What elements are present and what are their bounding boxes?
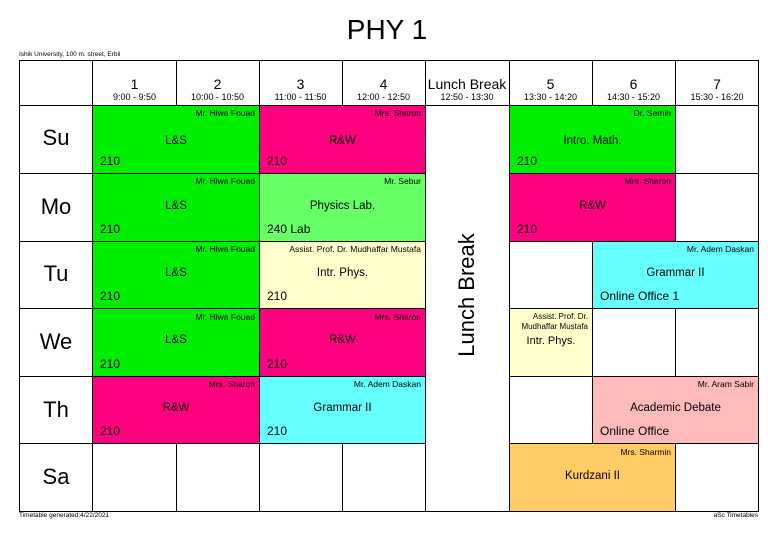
period-header: 5 13:30 - 14:20 (509, 76, 592, 103)
teacher-name: Mr. Sebur (384, 176, 421, 186)
period-time: 12:00 - 12:50 (356, 92, 411, 102)
lesson-cell[interactable]: Mr. Hiwa Fouad L&S 210 (93, 173, 259, 241)
lesson-cell[interactable]: Mr. Adem Daskan Grammar II 210 (260, 376, 425, 443)
generated-date: Timetable generated:4/22/2021 (19, 512, 110, 519)
lesson-cell[interactable]: Mr. Sebur Physics Lab. 240 Lab (260, 173, 425, 241)
period-header: Lunch Break 12:50 - 13:30 (425, 76, 509, 103)
period-number: 2 (213, 76, 222, 92)
period-time: 14:30 - 15:20 (606, 92, 661, 102)
teacher-name: Mr. Hiwa Fouad (195, 176, 255, 186)
period-number: 1 (130, 76, 139, 92)
teacher-name: Assist. Prof. Dr. Mudhaffar Mustafa (289, 244, 421, 254)
lesson-cell[interactable]: Mrs. Sharon R&W 210 (510, 173, 675, 241)
teacher-name: Mr. Aram Sabir (697, 379, 754, 389)
subject-name: L&S (165, 267, 187, 279)
lesson-cell[interactable]: Mrs. Sharon R&W 210 (260, 309, 425, 376)
period-number: Lunch Break (427, 76, 507, 92)
subject-name: L&S (165, 334, 187, 346)
room-name: Online Office (600, 424, 670, 438)
room-name: 210 (267, 357, 288, 371)
room-name: 210 (100, 222, 121, 236)
subject-name: Grammar II (646, 267, 705, 279)
teacher-name: Mr. Adem Daskan (353, 379, 421, 389)
day-label: Mo (40, 194, 72, 219)
teacher-name: Mr. Hiwa Fouad (195, 108, 255, 118)
room-name: 210 (100, 424, 121, 438)
period-time: 13:30 - 14:20 (523, 92, 578, 102)
room-name: 210 (517, 154, 538, 168)
subject-name: Grammar II (313, 402, 372, 414)
lesson-cell[interactable]: Mr. Hiwa Fouad L&S 210 (93, 105, 259, 173)
period-header: 4 12:00 - 12:50 (342, 76, 425, 103)
subject-name: L&S (165, 200, 187, 212)
lesson-cell[interactable]: Mr. Hiwa Fouad L&S 210 (93, 309, 259, 376)
room-name: 240 Lab (267, 222, 311, 236)
lunch-break-text: Lunch Break (454, 233, 479, 357)
period-time: 10:00 - 10:50 (190, 92, 245, 102)
day-label: Sa (42, 464, 70, 489)
lesson-cell[interactable]: Dr. Semih Intro. Math. 210 (510, 105, 675, 173)
period-time: 9:00 - 9:50 (112, 92, 157, 102)
period-time: 12:50 - 13:30 (440, 92, 494, 102)
teacher-name: Mrs. Sharmin (620, 447, 671, 457)
teacher-name: Mrs. Sharon (374, 108, 421, 118)
teacher-name: Mrs. Sharon (208, 379, 255, 389)
lesson-cell[interactable]: Mrs. Sharon R&W 210 (93, 376, 259, 443)
lesson-cell[interactable]: Mr. Hiwa Fouad L&S 210 (93, 241, 259, 308)
teacher-name: Mrs. Sharon (624, 176, 671, 186)
room-name: 210 (517, 222, 538, 236)
period-header: 1 9:00 - 9:50 (93, 76, 176, 103)
timetable-title: PHY 1 (346, 14, 428, 45)
lesson-cell[interactable]: Assist. Prof. Dr. Mudhaffar Mustafa Intr… (510, 309, 592, 376)
subject-name: Intr. Phys. (526, 335, 576, 347)
period-time: 11:00 - 11:50 (274, 92, 327, 102)
period-number: 4 (379, 76, 388, 92)
teacher-name: Mr. Adem Daskan (686, 244, 754, 254)
subject-name: R&W (329, 135, 356, 147)
subject-name: Intr. Phys. (316, 267, 369, 279)
school-name: Ishik University, 100 m. street, Erbil (19, 51, 121, 58)
room-name: Online Office 1 (600, 289, 680, 303)
room-name: 210 (267, 154, 288, 168)
lesson-cell[interactable]: Mrs. Sharmin Kurdzani II (510, 444, 675, 511)
subject-name: R&W (329, 334, 356, 346)
period-number: 5 (546, 76, 555, 92)
subject-name: Physics Lab. (309, 200, 376, 212)
lesson-cell[interactable]: Assist. Prof. Dr. Mudhaffar Mustafa Intr… (260, 241, 425, 308)
day-label: Su (42, 125, 70, 150)
subject-name: R&W (162, 402, 190, 414)
subject-name: Intro. Math. (563, 135, 622, 147)
subject-name: L&S (165, 135, 187, 147)
period-header: 3 11:00 - 11:50 (259, 76, 342, 103)
lesson-cell[interactable]: Mr. Adem Daskan Grammar II Online Office… (593, 241, 758, 308)
period-number: 7 (713, 76, 721, 92)
teacher-name: Assist. Prof. Dr. Mudhaffar Mustafa (521, 312, 588, 331)
room-name: 210 (100, 289, 121, 303)
teacher-name: Dr. Semih (633, 108, 671, 118)
day-label: Tu (43, 261, 69, 286)
lesson-cell[interactable]: Mrs. Sharon R&W 210 (260, 105, 425, 173)
teacher-name: Mr. Hiwa Fouad (195, 244, 255, 254)
lunch-break-label: Lunch Break (425, 200, 509, 390)
day-label: We (39, 329, 73, 354)
day-label: Th (43, 397, 69, 422)
period-number: 3 (296, 76, 305, 92)
teacher-name: Mrs. Sharon (374, 312, 421, 322)
room-name: 210 (267, 289, 288, 303)
subject-name: R&W (579, 200, 606, 212)
generator-name: aSc Timetables (713, 512, 758, 519)
period-header: 2 10:00 - 10:50 (176, 76, 259, 103)
room-name: 210 (267, 424, 288, 438)
period-number: 6 (629, 76, 638, 92)
subject-name: Kurdzani II (565, 470, 620, 482)
subject-name: Academic Debate (630, 402, 721, 414)
period-time: 15:30 - 16:20 (690, 92, 744, 102)
room-name: 210 (100, 357, 121, 371)
period-header: 6 14:30 - 15:20 (592, 76, 675, 103)
teacher-name: Mr. Hiwa Fouad (195, 312, 255, 322)
period-header: 7 15:30 - 16:20 (675, 76, 759, 103)
room-name: 210 (100, 154, 121, 168)
lesson-cell[interactable]: Mr. Aram Sabir Academic Debate Online Of… (593, 376, 758, 443)
